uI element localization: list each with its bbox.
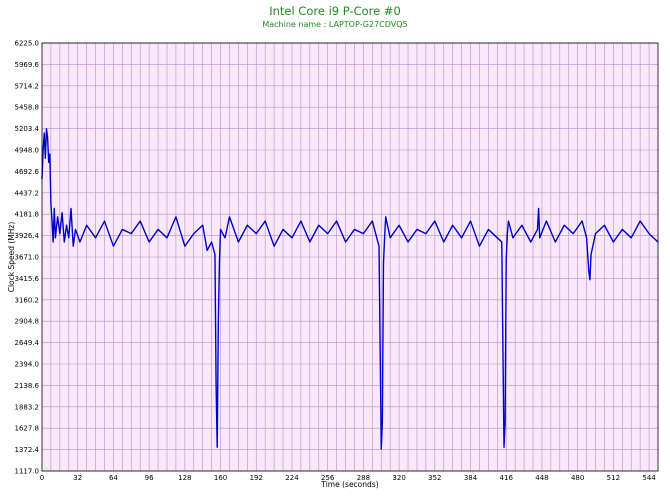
x-tick-label: 352 — [428, 474, 441, 482]
y-tick-label: 3671.0 — [15, 254, 40, 262]
grid-lines — [42, 42, 658, 472]
chart-title: Intel Core i9 P-Core #0 — [269, 4, 401, 18]
chart-subtitle: Machine name : LAPTOP-G27CDVQ5 — [262, 20, 408, 29]
y-tick-label: 4692.6 — [15, 168, 40, 176]
x-tick-label: 384 — [464, 474, 478, 482]
x-axis-ticks: 0 32 64 96 128 160 192 224 256 288 320 352 384 416 448… — [40, 474, 657, 482]
series-line-clock-speed — [41, 128, 659, 450]
x-tick-label: 160 — [214, 474, 227, 482]
y-axis-label: Clock Speed (MHz) — [7, 222, 16, 293]
x-tick-label: 256 — [321, 474, 335, 482]
x-tick-label: 416 — [500, 474, 514, 482]
x-tick-label: 288 — [357, 474, 370, 482]
y-tick-label: 5969.6 — [15, 61, 40, 69]
x-tick-label: 480 — [571, 474, 584, 482]
y-tick-label: 4437.2 — [15, 189, 40, 197]
y-tick-label: 1883.2 — [15, 403, 40, 411]
y-tick-label: 1372.4 — [15, 446, 40, 454]
x-tick-label: 32 — [73, 474, 82, 482]
y-axis-ticks: 1117.0 1372.4 1627.8 1883.2 2138.6 2394.0 2649… — [15, 40, 40, 476]
x-tick-label: 96 — [145, 474, 154, 482]
y-tick-label: 3160.2 — [15, 296, 40, 304]
y-tick-label: 5458.8 — [15, 104, 40, 112]
x-tick-label: 512 — [607, 474, 620, 482]
x-tick-label: 544 — [642, 474, 656, 482]
y-tick-label: 4948.0 — [15, 147, 40, 155]
y-tick-label: 4181.8 — [15, 211, 40, 219]
x-axis-label: Time (seconds) — [320, 480, 378, 489]
x-tick-label: 0 — [40, 474, 44, 482]
y-tick-label: 2649.4 — [15, 339, 40, 347]
y-tick-label: 5714.2 — [15, 82, 40, 90]
y-tick-label: 3926.4 — [15, 232, 40, 240]
x-tick-label: 320 — [392, 474, 405, 482]
y-tick-label: 2138.6 — [15, 382, 40, 390]
x-tick-label: 448 — [535, 474, 548, 482]
y-tick-label: 2394.0 — [15, 361, 40, 369]
plot-border — [41, 42, 659, 472]
x-tick-label: 224 — [285, 474, 299, 482]
y-tick-label: 2904.8 — [15, 318, 40, 326]
x-tick-label: 64 — [109, 474, 118, 482]
y-tick-label: 6225.0 — [15, 40, 40, 48]
x-tick-label: 128 — [178, 474, 191, 482]
y-tick-label: 5203.4 — [15, 125, 40, 133]
y-tick-label: 3415.6 — [15, 275, 40, 283]
x-tick-label: 192 — [250, 474, 263, 482]
y-tick-label: 1627.8 — [15, 425, 40, 433]
y-tick-label: 1117.0 — [15, 468, 40, 476]
